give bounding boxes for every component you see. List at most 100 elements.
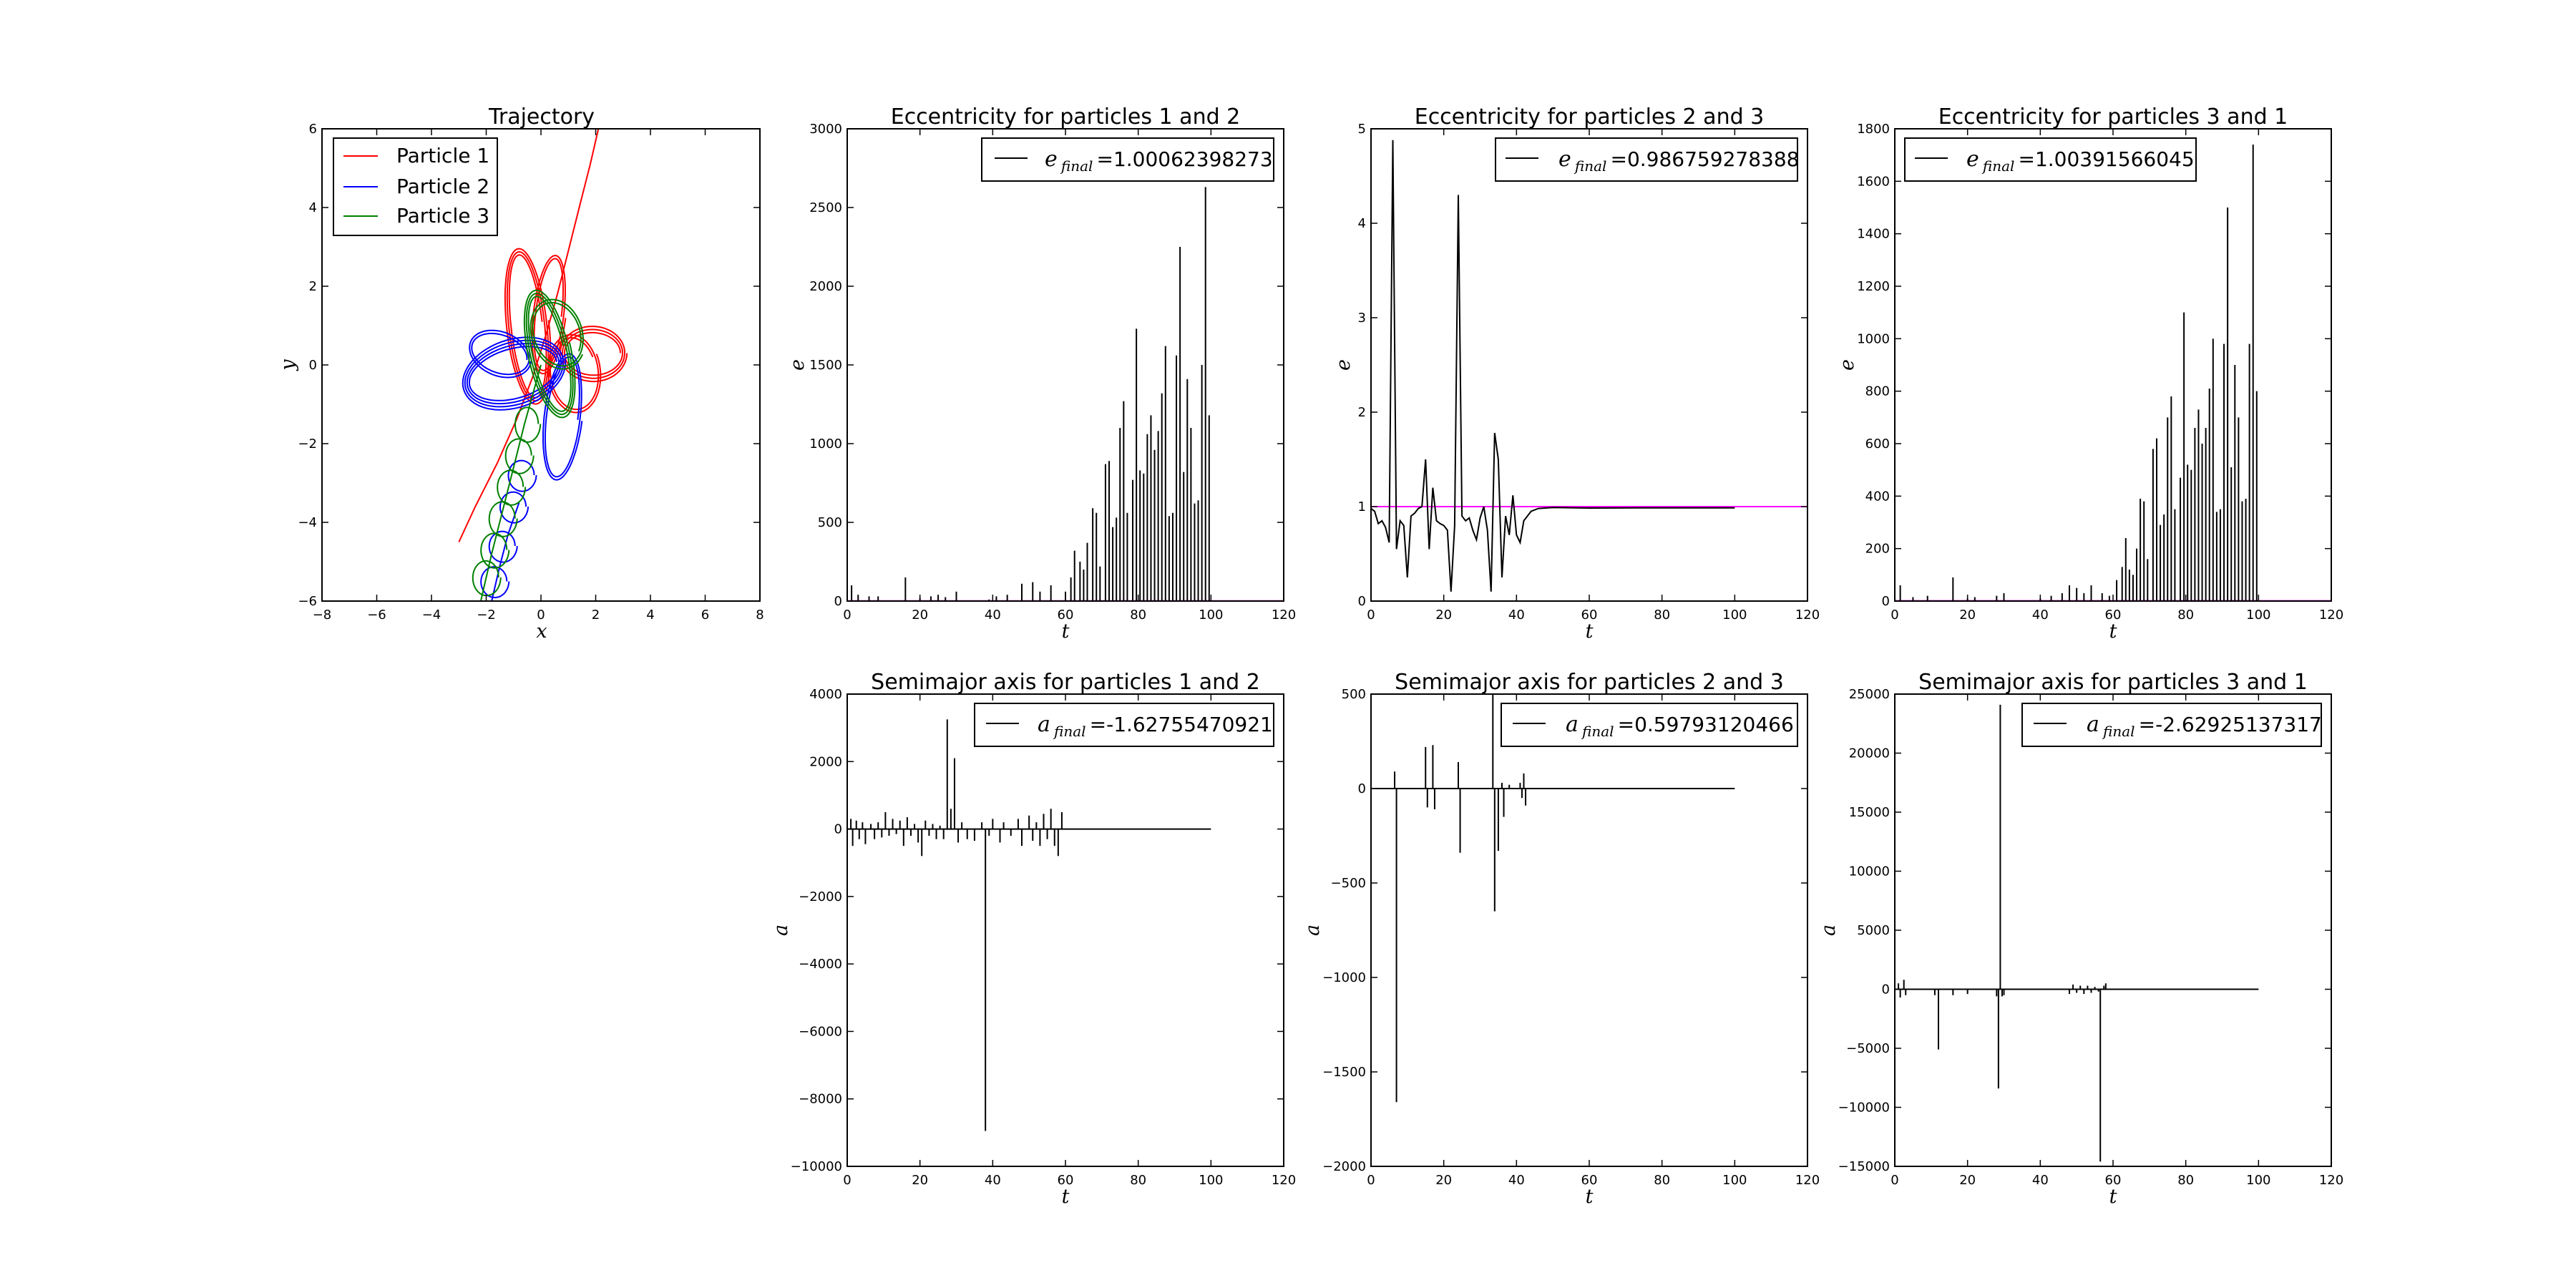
legend-subscript: final [1981, 157, 2015, 175]
x-tick-label: 120 [2319, 1173, 2343, 1188]
legend-value: =0.986759278388 [1611, 147, 1800, 171]
y-tick-label: 2 [309, 279, 317, 294]
trajectory-loop-particle-2 [542, 353, 583, 481]
y-tick-label: 1000 [809, 436, 842, 452]
x-tick-label: 40 [985, 608, 1001, 623]
y-tick-label: 4 [1358, 216, 1366, 231]
x-axis-label: x [536, 620, 547, 643]
legend: a final =0.59793120466 [1501, 703, 1798, 747]
y-tick-label: −6000 [799, 1024, 842, 1039]
x-tick-label: 80 [1130, 1173, 1146, 1188]
legend-symbol: a [2087, 712, 2099, 737]
legend-label-particle-1: Particle 1 [396, 144, 489, 167]
x-tick-label: 0 [537, 608, 545, 623]
x-tick-label: 100 [1722, 608, 1747, 623]
y-tick-label: 0 [1358, 594, 1366, 609]
y-axis-label: y [277, 359, 299, 371]
trajectory-loop-particle-3 [530, 298, 584, 370]
y-axis-label: e [786, 359, 809, 371]
y-tick-label: 6 [309, 122, 317, 137]
y-tick-label: 0 [834, 822, 842, 837]
legend-subscript: final [1581, 723, 1614, 740]
legend-subscript: final [1060, 157, 1093, 175]
trajectory-loop-particle-2 [488, 530, 518, 563]
y-tick-label: 25000 [1849, 687, 1890, 702]
y-tick-label: −500 [1331, 876, 1366, 891]
x-tick-label: 20 [912, 608, 928, 623]
legend-box [1495, 137, 1798, 182]
x-tick-label: 120 [2319, 608, 2343, 623]
trajectory-loop-particle-3 [480, 532, 510, 569]
x-axis-label: t [1586, 620, 1594, 643]
x-tick-label: 60 [1581, 608, 1598, 623]
legend: Particle 1 Particle 2 Particle 3 [333, 137, 498, 236]
x-tick-label: 120 [1795, 608, 1820, 623]
legend-value: =1.00391566045 [2019, 147, 2195, 171]
x-tick-label: −6 [367, 608, 386, 623]
x-tick-label: 0 [1367, 608, 1375, 623]
trajectory-loop-particle-3 [514, 406, 542, 443]
y-tick-label: 4 [309, 200, 317, 215]
legend-value: =-2.62925137317 [2139, 713, 2322, 736]
x-tick-label: 100 [1199, 608, 1223, 623]
legend-value: =-1.62755470921 [1090, 713, 1273, 736]
y-tick-label: −15000 [1838, 1159, 1890, 1174]
trajectory-path-particle-1 [458, 129, 600, 542]
x-tick-label: 40 [1508, 608, 1525, 623]
y-tick-label: 15000 [1849, 805, 1890, 820]
chart-title: Eccentricity for particles 1 and 2 [891, 104, 1241, 130]
y-tick-label: 1200 [1857, 279, 1890, 294]
y-tick-label: −1000 [1322, 970, 1366, 985]
axis-ticks: 0 20 40 60 80 100 120 0 1 2 3 4 5 [1358, 122, 1820, 623]
y-tick-label: 0 [1358, 781, 1366, 796]
trajectory-loop-particle-1 [559, 326, 628, 383]
x-tick-label: 80 [1130, 608, 1146, 623]
x-tick-label: 60 [1581, 1173, 1598, 1188]
legend-label-particle-3: Particle 3 [396, 204, 489, 228]
y-tick-label: 0 [309, 358, 317, 373]
y-tick-label: 800 [1865, 384, 1890, 399]
x-tick-label: 40 [2032, 608, 2049, 623]
x-tick-label: 60 [1058, 1173, 1074, 1188]
x-tick-label: 60 [1058, 608, 1074, 623]
y-tick-label: 2000 [809, 279, 842, 294]
y-tick-label: −4 [298, 515, 317, 530]
y-tick-label: 5 [1358, 122, 1366, 137]
y-tick-label: −1500 [1322, 1065, 1366, 1080]
panel-eccentricity-3-1: Eccentricity for particles 3 and 1 0 20 40… [1836, 104, 2343, 643]
legend-value: =1.00062398273 [1097, 147, 1273, 171]
legend-symbol: e [1045, 147, 1058, 172]
chart-title: Semimajor axis for particles 3 and 1 [1918, 670, 2308, 695]
legend-label: e final =1.00062398273 [1045, 147, 1273, 175]
x-tick-label: −8 [313, 608, 332, 623]
y-axis-label: e [1332, 359, 1355, 371]
legend-symbol: e [1558, 147, 1571, 172]
y-tick-label: 500 [1342, 687, 1366, 702]
y-tick-label: 2500 [809, 200, 842, 215]
x-tick-label: 20 [912, 1173, 928, 1188]
trajectory-loop-particle-2 [499, 491, 529, 524]
y-tick-label: 3 [1358, 311, 1366, 326]
chart-title: Trajectory [488, 104, 595, 130]
x-tick-label: 0 [843, 608, 851, 623]
panel-semimajor-3-1: Semimajor axis for particles 3 and 1 0 20… [1818, 670, 2343, 1208]
y-tick-label: 0 [1882, 594, 1890, 609]
y-tick-label: 3000 [809, 122, 842, 137]
plot-area [1895, 704, 2259, 1162]
legend-box [2021, 703, 2322, 747]
y-tick-label: −2000 [799, 889, 842, 904]
x-axis-label: t [1062, 1186, 1070, 1208]
x-tick-label: 100 [2246, 608, 2270, 623]
y-tick-label: 400 [1865, 489, 1890, 504]
x-tick-label: 60 [2105, 1173, 2122, 1188]
chart-title: Semimajor axis for particles 2 and 3 [1395, 670, 1784, 695]
y-tick-label: −4000 [799, 957, 842, 972]
x-tick-label: 120 [1795, 1173, 1820, 1188]
y-axis-label: a [770, 924, 792, 936]
legend-subscript: final [1053, 723, 1086, 740]
x-tick-label: 40 [985, 1173, 1001, 1188]
y-tick-label: 0 [1882, 982, 1890, 997]
legend-symbol: a [1566, 712, 1579, 737]
